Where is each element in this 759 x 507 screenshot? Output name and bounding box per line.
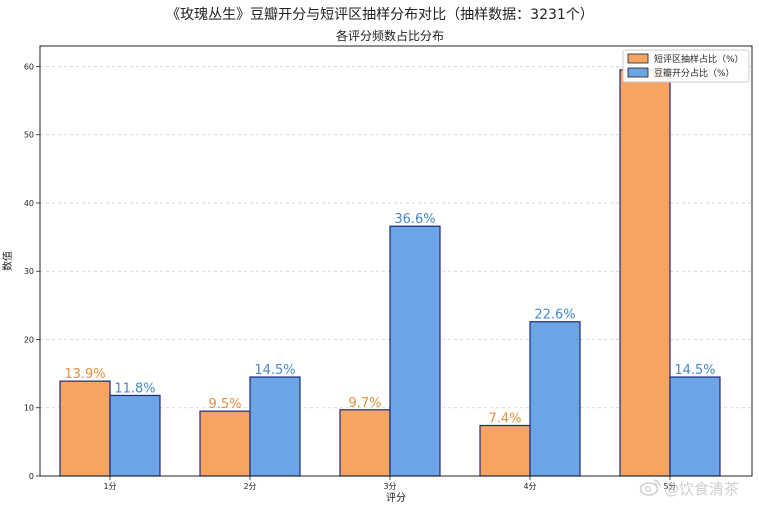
chart-subtitle: 各评分频数占比分布 <box>336 28 444 43</box>
y-tick-label: 60 <box>24 62 34 71</box>
data-label-sample-4: 7.4% <box>488 411 521 426</box>
weibo-logo-icon <box>639 479 661 496</box>
x-tick-label: 1分 <box>103 482 116 491</box>
legend-entry-sample: 短评区抽样占比（%） <box>654 53 744 65</box>
legend-box <box>622 49 750 83</box>
bars-group <box>59 69 721 477</box>
data-label-douban-3: 36.6% <box>394 212 435 227</box>
bar-douban-4 <box>529 321 581 477</box>
y-tick-label: 30 <box>24 267 34 276</box>
y-tick-label: 0 <box>29 472 34 481</box>
data-label-douban-1: 11.8% <box>114 381 155 396</box>
watermark: @饮食清茶 <box>639 479 739 498</box>
bar-sample-2 <box>199 410 251 477</box>
chart-title: 《玫瑰丛生》豆瓣开分与短评区抽样分布对比（抽样数据：3231个） <box>166 7 594 23</box>
plot-frame <box>39 45 753 477</box>
x-tick-label: 5分 <box>663 482 676 491</box>
data-label-sample-3: 9.7% <box>348 396 381 411</box>
y-tick-label: 50 <box>24 131 34 140</box>
data-labels-group: 13.9% 11.8% 9.5% 14.5% 9.7% 36.6% 7.4% 22.6% 14.… <box>64 212 715 426</box>
x-axis-ticks: 1分 2分 3分 4分 5分 <box>103 476 677 491</box>
x-tick-label: 3分 <box>383 482 396 491</box>
y-tick-label: 40 <box>24 199 34 208</box>
bar-douban-5 <box>669 376 721 477</box>
bar-sample-5 <box>619 69 671 477</box>
legend: 短评区抽样占比（%） 豆瓣开分占比（%） <box>622 49 750 83</box>
data-label-douban-5: 14.5% <box>674 363 715 378</box>
data-label-douban-2: 14.5% <box>254 363 295 378</box>
bar-douban-3 <box>389 225 441 477</box>
data-label-sample-2: 9.5% <box>208 397 241 412</box>
bar-sample-1 <box>59 380 111 477</box>
legend-swatch-sample <box>627 53 649 64</box>
bar-douban-1 <box>109 394 161 477</box>
y-axis-ticks: 0 10 20 30 40 50 60 <box>24 62 40 481</box>
watermark-text: @饮食清茶 <box>664 480 739 498</box>
y-tick-label: 20 <box>24 335 34 344</box>
y-axis-label: 数值 <box>1 251 14 271</box>
x-tick-label: 4分 <box>523 482 536 491</box>
x-axis-label: 评分 <box>386 492 406 504</box>
bar-sample-3 <box>339 409 391 477</box>
data-label-douban-4: 22.6% <box>534 308 575 323</box>
legend-swatch-douban <box>627 67 649 78</box>
legend-entry-douban: 豆瓣开分占比（%） <box>654 67 735 79</box>
bar-douban-2 <box>249 376 301 477</box>
bar-sample-4 <box>479 424 531 477</box>
y-tick-label: 10 <box>24 404 34 413</box>
x-tick-label: 2分 <box>243 482 256 491</box>
data-label-sample-1: 13.9% <box>64 367 105 382</box>
